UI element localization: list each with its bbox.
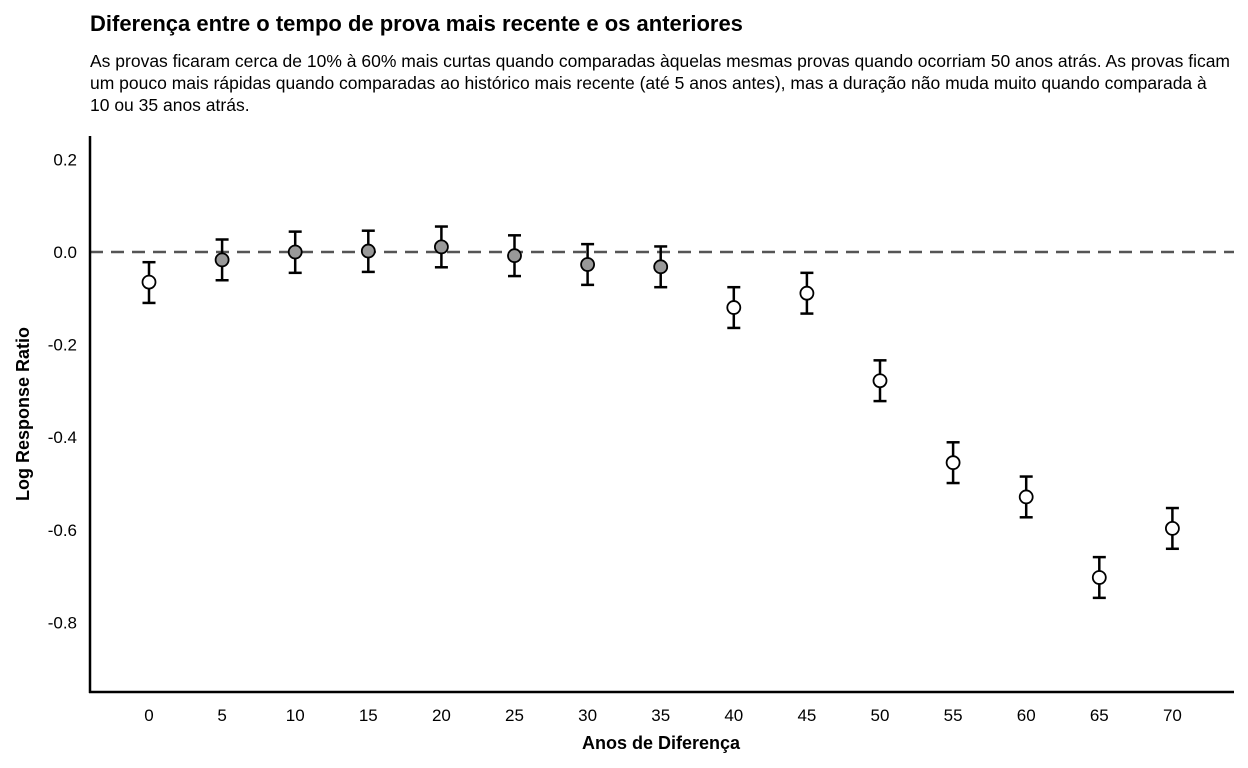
y-tick-label: 0.2: [53, 150, 77, 169]
data-point-45: [799, 271, 815, 315]
y-tick-label: -0.2: [48, 336, 77, 355]
y-tick-label: -0.6: [48, 521, 77, 540]
x-tick-label: 0: [144, 706, 153, 725]
point-marker: [433, 239, 449, 255]
x-tick-label: 25: [505, 706, 524, 725]
x-tick-label: 5: [217, 706, 226, 725]
point-marker: [580, 257, 595, 272]
x-tick-label: 60: [1017, 706, 1036, 725]
point-marker: [1018, 489, 1034, 505]
point-marker: [141, 274, 157, 290]
point-marker: [872, 373, 888, 389]
points-layer: [141, 225, 1180, 600]
x-tick-label: 30: [578, 706, 597, 725]
data-point-65: [1091, 555, 1107, 600]
x-tick-label: 70: [1163, 706, 1182, 725]
axes: [88, 136, 1234, 694]
y-tick-label: -0.4: [48, 428, 77, 447]
x-tick-label: 35: [651, 706, 670, 725]
data-point-55: [945, 441, 961, 485]
point-marker: [945, 455, 961, 471]
x-axis-title: Anos de Diferença: [582, 733, 741, 753]
point-marker: [214, 252, 230, 268]
data-point-70: [1165, 506, 1180, 551]
point-marker: [726, 300, 742, 315]
chart-subtitle: As provas ficaram cerca de 10% à 60% mai…: [90, 51, 1231, 115]
data-point-60: [1018, 475, 1034, 519]
data-point-20: [433, 225, 449, 269]
y-tick-label: -0.8: [48, 613, 77, 632]
data-point-10: [287, 230, 303, 275]
data-point-25: [507, 234, 522, 278]
x-tick-label: 10: [286, 706, 305, 725]
point-marker: [360, 243, 376, 259]
data-point-35: [653, 245, 669, 289]
point-marker: [507, 248, 522, 264]
x-tick-label: 50: [871, 706, 890, 725]
x-tick-label: 55: [944, 706, 963, 725]
point-marker: [1165, 521, 1180, 536]
point-marker: [287, 244, 303, 260]
data-point-50: [872, 359, 888, 403]
x-tick-label: 15: [359, 706, 378, 725]
x-tick-label: 40: [724, 706, 743, 725]
point-marker: [653, 259, 669, 275]
data-point-0: [141, 260, 157, 305]
data-point-40: [726, 285, 742, 330]
y-tick-labels: 0.2 0.0 -0.2 -0.4 -0.6 -0.8: [48, 150, 77, 632]
point-marker: [799, 285, 815, 301]
x-tick-label: 65: [1090, 706, 1109, 725]
x-tick-label: 20: [432, 706, 451, 725]
data-point-5: [214, 238, 230, 282]
y-tick-label: 0.0: [53, 243, 77, 262]
chart-title: Diferença entre o tempo de prova mais re…: [90, 11, 743, 36]
x-tick-labels: 0 5 10 15 20 25 30 35 40 45 50 55 60 65 70: [144, 706, 1182, 725]
y-axis-title: Log Response Ratio: [13, 327, 33, 501]
x-tick-label: 45: [797, 706, 816, 725]
point-marker: [1091, 570, 1107, 585]
data-point-15: [360, 229, 376, 274]
data-point-30: [580, 242, 595, 287]
